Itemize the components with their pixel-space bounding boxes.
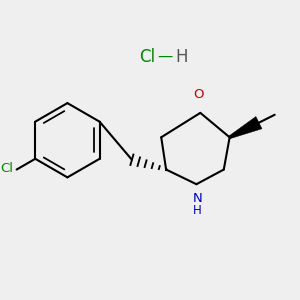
Text: Cl: Cl [1,162,14,175]
Text: H: H [193,204,202,217]
Text: O: O [193,88,204,101]
Text: H: H [175,48,188,66]
Polygon shape [229,116,262,139]
Text: —: — [157,49,172,64]
Text: N: N [193,192,202,205]
Text: Cl: Cl [139,48,155,66]
